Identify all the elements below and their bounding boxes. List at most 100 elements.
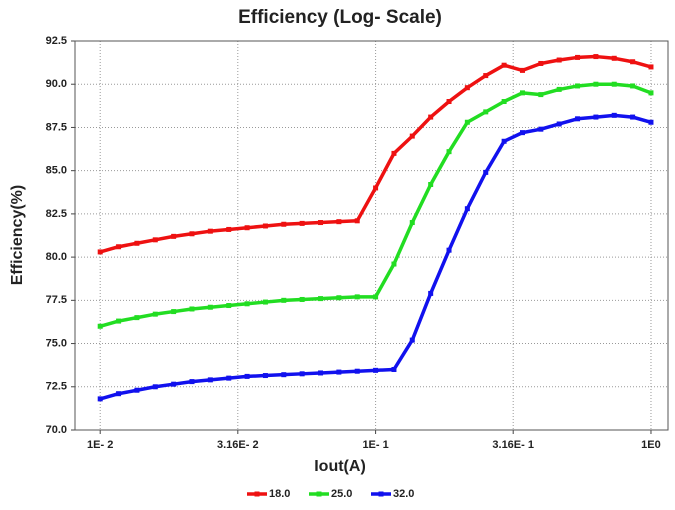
point-marker	[336, 369, 342, 375]
point-marker	[409, 133, 415, 139]
point-marker	[207, 304, 213, 310]
point-marker	[391, 261, 397, 267]
point-marker	[464, 206, 470, 212]
point-marker	[171, 233, 177, 239]
point-marker	[299, 220, 305, 226]
point-marker	[391, 366, 397, 372]
point-marker	[556, 121, 562, 127]
y-tick-label: 77.5	[46, 294, 67, 306]
chart-title: Efficiency (Log- Scale)	[238, 7, 442, 28]
x-tick-label: 3.16E- 2	[217, 439, 259, 451]
point-marker	[116, 318, 122, 324]
point-marker	[575, 54, 581, 60]
point-marker	[373, 294, 379, 300]
point-marker	[428, 181, 434, 187]
point-marker	[134, 315, 140, 321]
point-marker	[97, 396, 103, 402]
point-marker	[483, 73, 489, 79]
y-tick-label: 82.5	[46, 208, 67, 220]
point-marker	[464, 85, 470, 91]
point-marker	[593, 81, 599, 87]
point-marker	[189, 231, 195, 237]
y-tick-label: 70.0	[46, 424, 67, 436]
point-marker	[483, 169, 489, 175]
point-marker	[354, 294, 360, 300]
point-marker	[171, 381, 177, 387]
point-marker	[446, 99, 452, 105]
y-tick-label: 92.5	[46, 35, 67, 47]
point-marker	[519, 90, 525, 96]
point-marker	[226, 226, 232, 232]
point-marker	[428, 290, 434, 296]
point-marker	[611, 81, 617, 87]
point-marker	[428, 114, 434, 120]
point-marker	[538, 92, 544, 98]
point-marker	[97, 249, 103, 255]
point-marker	[189, 306, 195, 312]
point-marker	[336, 295, 342, 301]
legend-marker	[254, 491, 260, 497]
y-tick-label: 85.0	[46, 165, 67, 177]
point-marker	[354, 218, 360, 224]
point-marker	[299, 371, 305, 377]
x-tick-label: 3.16E- 1	[492, 439, 534, 451]
point-marker	[318, 370, 324, 376]
x-tick-label: 1E0	[641, 439, 661, 451]
y-tick-label: 72.5	[46, 381, 67, 393]
point-marker	[464, 119, 470, 125]
point-marker	[116, 391, 122, 397]
point-marker	[630, 83, 636, 89]
point-marker	[409, 220, 415, 226]
legend-label: 18.0	[269, 488, 290, 500]
point-marker	[519, 67, 525, 73]
point-marker	[134, 387, 140, 393]
point-marker	[281, 221, 287, 227]
point-marker	[354, 368, 360, 374]
point-marker	[611, 112, 617, 118]
point-marker	[391, 150, 397, 156]
point-marker	[556, 86, 562, 92]
legend-marker	[378, 491, 384, 497]
point-marker	[262, 373, 268, 379]
point-marker	[648, 90, 654, 96]
plot-frame	[74, 40, 669, 431]
point-marker	[648, 119, 654, 125]
point-marker	[373, 367, 379, 373]
point-marker	[575, 116, 581, 122]
point-marker	[244, 373, 250, 379]
x-tick-label: 1E- 2	[87, 439, 113, 451]
point-marker	[262, 299, 268, 305]
point-marker	[152, 237, 158, 243]
point-marker	[593, 114, 599, 120]
point-marker	[226, 303, 232, 309]
point-marker	[373, 185, 379, 191]
legend-label: 32.0	[393, 488, 414, 500]
point-marker	[409, 337, 415, 343]
point-marker	[244, 301, 250, 307]
point-marker	[630, 114, 636, 120]
point-marker	[152, 384, 158, 390]
y-tick-label: 75.0	[46, 337, 67, 349]
point-marker	[281, 297, 287, 303]
y-tick-label: 90.0	[46, 78, 67, 90]
legend-label: 25.0	[331, 488, 352, 500]
point-marker	[593, 54, 599, 60]
point-marker	[318, 296, 324, 302]
point-marker	[171, 309, 177, 315]
point-marker	[134, 240, 140, 246]
point-marker	[152, 311, 158, 317]
y-tick-label: 87.5	[46, 121, 67, 133]
point-marker	[501, 138, 507, 144]
series-line	[99, 54, 652, 254]
point-marker	[538, 60, 544, 66]
point-marker	[483, 109, 489, 115]
point-marker	[299, 296, 305, 302]
point-marker	[207, 377, 213, 383]
point-marker	[336, 219, 342, 225]
point-marker	[226, 375, 232, 381]
point-marker	[556, 57, 562, 63]
point-marker	[446, 149, 452, 155]
legend-marker	[316, 491, 322, 497]
point-marker	[501, 99, 507, 105]
